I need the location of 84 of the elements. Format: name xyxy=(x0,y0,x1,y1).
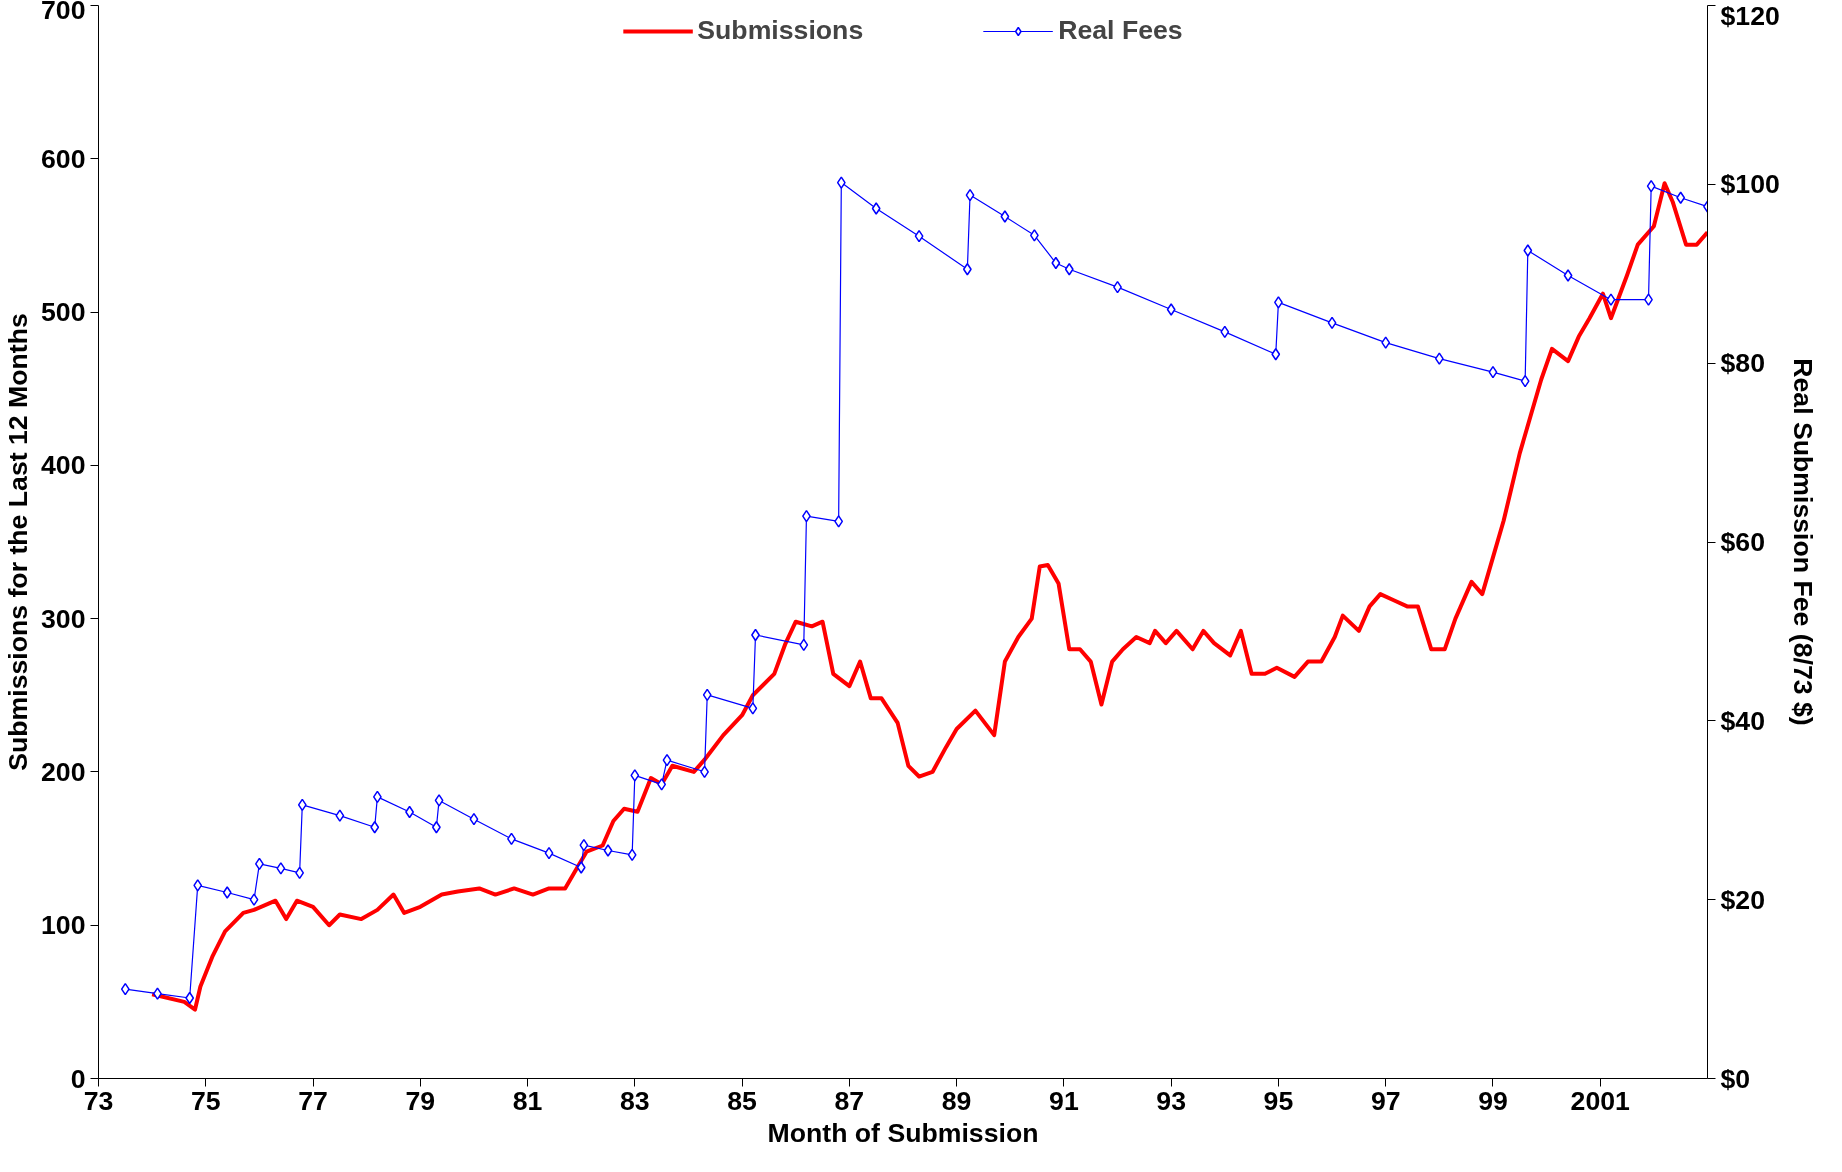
point xyxy=(627,848,637,862)
point xyxy=(222,886,232,899)
x-tick-label: 73 xyxy=(83,1085,114,1116)
y2-tick-label: $100 xyxy=(1720,169,1780,200)
point xyxy=(193,879,203,892)
x-tick-label: 81 xyxy=(512,1085,543,1116)
point xyxy=(1434,352,1444,365)
point xyxy=(836,176,846,189)
point xyxy=(1166,303,1176,316)
x-tick-label: 91 xyxy=(1049,1085,1079,1116)
point xyxy=(120,982,130,996)
x-tick-label: 95 xyxy=(1263,1085,1294,1116)
x-tick-label: 97 xyxy=(1370,1085,1401,1116)
point xyxy=(1029,229,1039,242)
point xyxy=(579,838,589,852)
point xyxy=(249,893,259,906)
legend-label: Real Fees xyxy=(1058,15,1183,46)
point xyxy=(1327,316,1337,330)
point xyxy=(297,798,307,812)
point xyxy=(1676,191,1686,204)
point xyxy=(295,866,305,880)
x-tick-label: 93 xyxy=(1156,1085,1186,1116)
point xyxy=(1000,210,1010,223)
point xyxy=(1488,365,1498,379)
point xyxy=(469,812,479,826)
y2-tick-label: $80 xyxy=(1720,348,1765,379)
y-axis-title: Submissions for the Last 12 Months xyxy=(3,313,34,771)
y2-tick-label: $120 xyxy=(1720,0,1780,31)
point xyxy=(657,778,667,791)
point xyxy=(1563,269,1573,282)
point xyxy=(630,769,640,782)
point xyxy=(662,753,672,767)
y2-tick-label: $20 xyxy=(1720,884,1765,915)
point xyxy=(965,188,975,202)
x-tick-label: 75 xyxy=(190,1085,221,1116)
point xyxy=(871,202,881,215)
point xyxy=(1064,263,1074,276)
x-tick-label: 83 xyxy=(620,1085,650,1116)
x-tick-label: 99 xyxy=(1478,1085,1508,1116)
point xyxy=(1523,244,1533,257)
point xyxy=(748,702,758,715)
y2-tick-label: $0 xyxy=(1720,1063,1751,1094)
y-tick-label: 200 xyxy=(41,756,86,787)
point xyxy=(1381,336,1391,349)
point xyxy=(603,844,613,857)
point xyxy=(1606,293,1616,306)
point xyxy=(962,263,972,276)
point xyxy=(1271,347,1281,361)
x-tick-label: 79 xyxy=(405,1085,436,1116)
y2-axis-title: Real Submission Fee (8/73 $) xyxy=(1787,358,1818,726)
point xyxy=(335,809,345,822)
point xyxy=(276,862,286,875)
y-tick-label: 300 xyxy=(41,603,86,634)
point xyxy=(185,991,195,1005)
point xyxy=(702,688,712,702)
point xyxy=(372,790,382,804)
legend-label: Submissions xyxy=(697,15,864,46)
y-tick-label: 100 xyxy=(41,910,86,941)
point xyxy=(1220,325,1230,339)
y-tick-label: 500 xyxy=(41,297,86,328)
y-tick-label: 700 xyxy=(41,0,86,25)
point xyxy=(544,846,554,860)
x-tick-label: 77 xyxy=(298,1085,328,1116)
point xyxy=(576,861,586,874)
y-tick-label: 600 xyxy=(41,143,86,174)
x-tick-label: 85 xyxy=(727,1085,758,1116)
x-axis-title: Month of Submission xyxy=(767,1117,1039,1148)
x-tick-label: 89 xyxy=(941,1085,972,1116)
point xyxy=(434,794,444,807)
point xyxy=(799,638,809,652)
y2-tick-label: $40 xyxy=(1720,705,1765,736)
y-tick-label: 0 xyxy=(70,1063,86,1094)
point xyxy=(254,857,264,871)
point xyxy=(914,229,924,243)
point xyxy=(1520,374,1530,388)
x-tick-label: 87 xyxy=(834,1085,865,1116)
point xyxy=(1646,179,1656,193)
point xyxy=(370,820,380,834)
point xyxy=(431,820,441,834)
point xyxy=(834,515,844,528)
x-tick-label: 2001 xyxy=(1570,1085,1631,1116)
y-tick-label: 400 xyxy=(41,450,86,481)
y2-tick-label: $60 xyxy=(1720,527,1765,557)
point xyxy=(1051,256,1061,270)
